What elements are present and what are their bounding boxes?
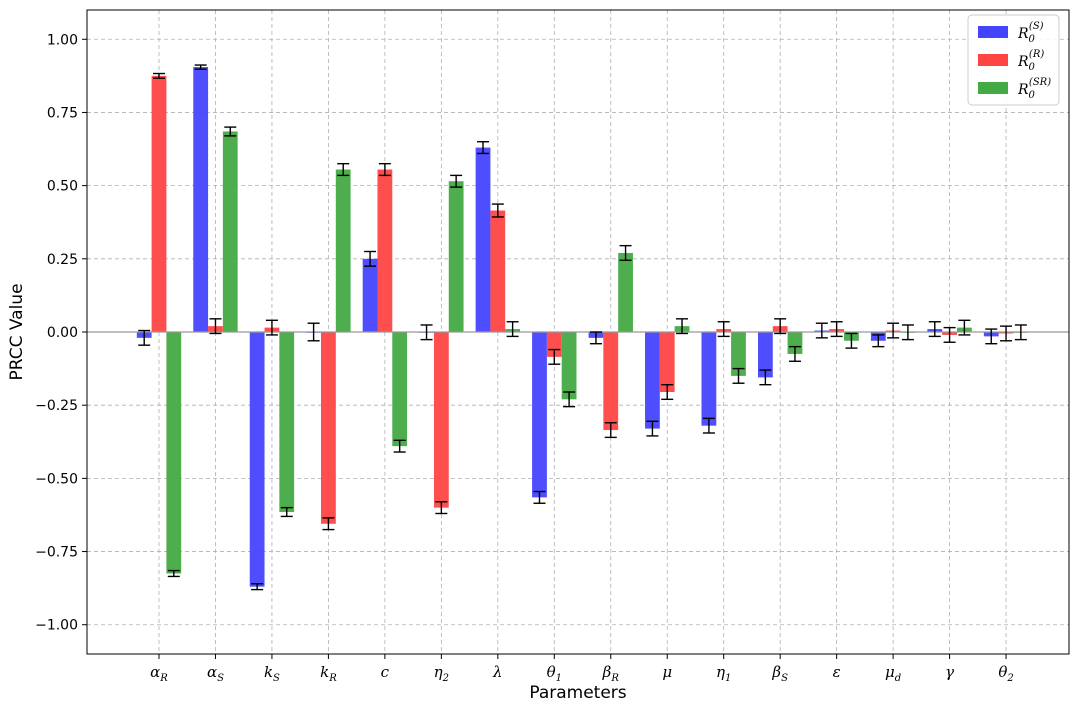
x-tick-label: αS [207, 663, 224, 684]
bar-0-7 [532, 332, 547, 498]
bar-0-1 [193, 67, 209, 332]
bar-2-1 [222, 131, 238, 332]
bar-2-0 [166, 332, 182, 574]
bar-2-5 [448, 181, 464, 332]
x-tick-label: η2 [434, 663, 449, 684]
x-tick-label: c [381, 663, 390, 681]
x-tick-label: μ [662, 663, 672, 681]
legend-label-0: R0(S) [1017, 21, 1044, 45]
bar-2-3 [335, 169, 351, 332]
x-tick-label: μd [885, 663, 901, 684]
x-tick-label: αR [150, 663, 168, 684]
x-tick-label: kR [320, 663, 337, 684]
bar-2-2 [279, 332, 295, 513]
bar-0-11 [757, 332, 773, 378]
y-tick-label: 1.00 [47, 32, 78, 48]
x-tick-label: ε [833, 663, 841, 681]
bar-0-9 [645, 332, 660, 429]
y-tick-label: −1.00 [35, 618, 78, 634]
y-tick-label: 0.25 [47, 252, 78, 268]
bar-2-11 [787, 332, 803, 354]
y-tick-label: −0.75 [35, 545, 78, 561]
bar-0-2 [249, 332, 265, 587]
y-axis-title: PRCC Value [7, 283, 27, 380]
x-tick-label: βR [602, 663, 620, 684]
bar-1-0 [151, 75, 167, 332]
bar-0-10 [701, 332, 717, 426]
bar-2-8 [618, 252, 633, 332]
bar-1-4 [377, 169, 393, 332]
y-tick-label: 0.00 [47, 325, 78, 341]
legend-swatch-2 [978, 82, 1008, 94]
bar-2-7 [561, 332, 577, 400]
x-tick-label: λ [492, 663, 503, 681]
legend: R0(S) R0(R) R0(SR) [967, 14, 1060, 106]
x-tick-label: βS [771, 663, 788, 684]
x-tick-label: kS [264, 663, 280, 684]
legend-swatch-0 [978, 26, 1008, 38]
bar-0-4 [362, 258, 378, 332]
x-tick-label: η1 [716, 663, 731, 684]
bar-2-10 [731, 332, 746, 376]
x-tick-label: θ2 [998, 663, 1013, 684]
bar-1-8 [603, 332, 619, 431]
bar-2-4 [392, 332, 408, 447]
legend-swatch-1 [978, 54, 1008, 66]
x-tick-label: γ [945, 663, 954, 681]
bar-1-3 [321, 332, 336, 524]
y-tick-label: 0.75 [47, 105, 78, 121]
y-tick-label: 0.50 [47, 179, 78, 195]
bar-1-9 [659, 332, 675, 393]
bar-1-6 [490, 210, 506, 332]
legend-label-1: R0(R) [1017, 49, 1044, 73]
y-tick-label: −0.50 [35, 471, 78, 487]
bar-1-7 [546, 332, 562, 357]
bar-1-5 [433, 332, 449, 508]
plot-frame [86, 9, 1070, 655]
x-tick-label: θ1 [547, 663, 562, 684]
x-axis-title: Parameters [529, 683, 626, 703]
y-tick-label: −0.25 [35, 398, 78, 414]
bar-0-6 [475, 147, 491, 332]
legend-label-2: R0(SR) [1017, 77, 1051, 101]
